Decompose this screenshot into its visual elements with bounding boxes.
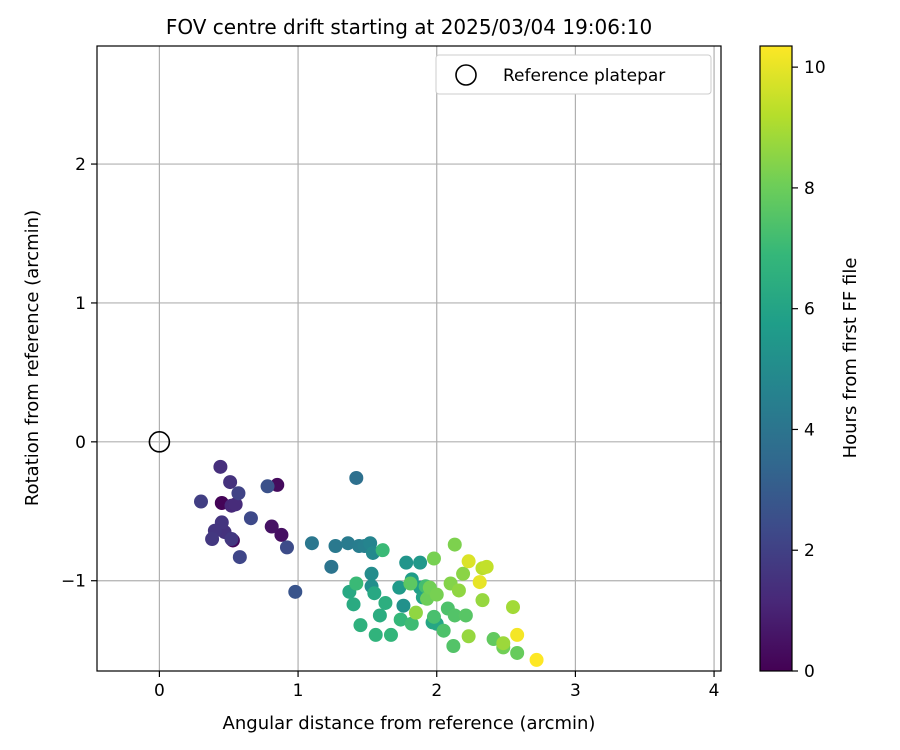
data-point [429, 587, 444, 602]
data-point [506, 600, 520, 615]
y-tick-label: −1 [61, 572, 86, 592]
data-point [529, 652, 544, 667]
x-tick-label: 4 [709, 681, 720, 701]
data-point [403, 576, 418, 591]
legend-marker-open-circle [455, 64, 477, 86]
data-point [304, 536, 319, 551]
x-tick-label: 2 [431, 681, 442, 701]
y-tick-label: 2 [75, 155, 86, 175]
data-point [279, 540, 294, 555]
colorbar: 0 2 4 6 8 10 Hours from first FF file [759, 45, 861, 682]
data-point [340, 536, 355, 551]
data-point [399, 555, 414, 570]
colorbar-tick-label: 0 [804, 662, 815, 682]
data-point [243, 511, 258, 526]
chart-title: FOV centre drift starting at 2025/03/04 … [166, 15, 652, 39]
legend: Reference platepar [435, 54, 712, 95]
plot-frame [96, 45, 722, 672]
data-point [224, 532, 239, 547]
data-point [396, 598, 411, 613]
data-point [461, 554, 476, 569]
data-point [364, 566, 379, 581]
data-point [194, 494, 208, 509]
data-point [447, 537, 462, 552]
y-axis-ticks: −1 0 1 2 [61, 155, 97, 592]
data-point [479, 559, 494, 574]
y-tick-label: 1 [75, 294, 86, 314]
data-point [451, 583, 466, 598]
y-tick-label: 0 [75, 433, 86, 453]
legend-label-reference-platepar: Reference platepar [503, 66, 665, 86]
colorbar-gradient [759, 45, 793, 672]
data-point [426, 551, 441, 566]
data-point [510, 645, 525, 660]
data-point [475, 593, 490, 608]
colorbar-tick-label: 6 [804, 300, 815, 320]
plot-area: 0 1 2 3 4 −1 0 1 2 [61, 45, 722, 701]
data-point [375, 543, 390, 558]
data-point [223, 475, 238, 490]
data-point [413, 555, 428, 570]
data-point [393, 612, 408, 627]
data-point [458, 608, 473, 623]
y-axis-label: Rotation from reference (arcmin) [22, 210, 43, 506]
data-point [446, 639, 461, 653]
data-point [213, 459, 228, 474]
colorbar-tick-label: 2 [804, 541, 815, 561]
data-point [372, 608, 387, 623]
colorbar-tick-label: 10 [804, 58, 826, 78]
scatter-points [194, 459, 544, 667]
colorbar-tick-label: 4 [804, 420, 815, 440]
data-point [510, 627, 525, 642]
data-point [392, 580, 407, 595]
data-point [349, 576, 364, 591]
x-tick-label: 3 [570, 681, 581, 701]
data-point [426, 609, 441, 624]
data-point [472, 575, 487, 590]
data-point [260, 479, 275, 494]
data-point [447, 608, 462, 623]
x-axis-label: Angular distance from reference (arcmin) [223, 713, 596, 734]
data-point [349, 470, 364, 485]
data-point [324, 559, 339, 574]
data-point [496, 636, 511, 651]
x-tick-label: 0 [154, 681, 165, 701]
data-point [353, 618, 368, 633]
data-point [231, 486, 246, 501]
data-point [404, 616, 419, 631]
data-point [368, 627, 383, 642]
data-point [408, 605, 423, 620]
legend-box [435, 54, 712, 95]
x-axis-ticks: 0 1 2 3 4 [154, 671, 719, 701]
colorbar-ticks: 0 2 4 6 8 10 [792, 58, 826, 682]
data-point [264, 519, 279, 534]
data-point [274, 527, 289, 542]
data-point [378, 595, 393, 610]
data-point [232, 550, 247, 565]
data-point [461, 629, 476, 644]
data-point [456, 566, 471, 581]
data-point [367, 586, 382, 601]
x-tick-label: 1 [293, 681, 304, 701]
data-point [328, 539, 343, 553]
data-point [205, 532, 220, 547]
reference-platepar-marker [148, 431, 171, 453]
colorbar-tick-label: 8 [804, 179, 815, 199]
data-point [383, 627, 398, 642]
colorbar-label: Hours from first FF file [840, 258, 861, 459]
data-point [436, 623, 451, 638]
data-point [346, 597, 361, 612]
data-point [228, 497, 243, 512]
data-point [288, 584, 303, 599]
